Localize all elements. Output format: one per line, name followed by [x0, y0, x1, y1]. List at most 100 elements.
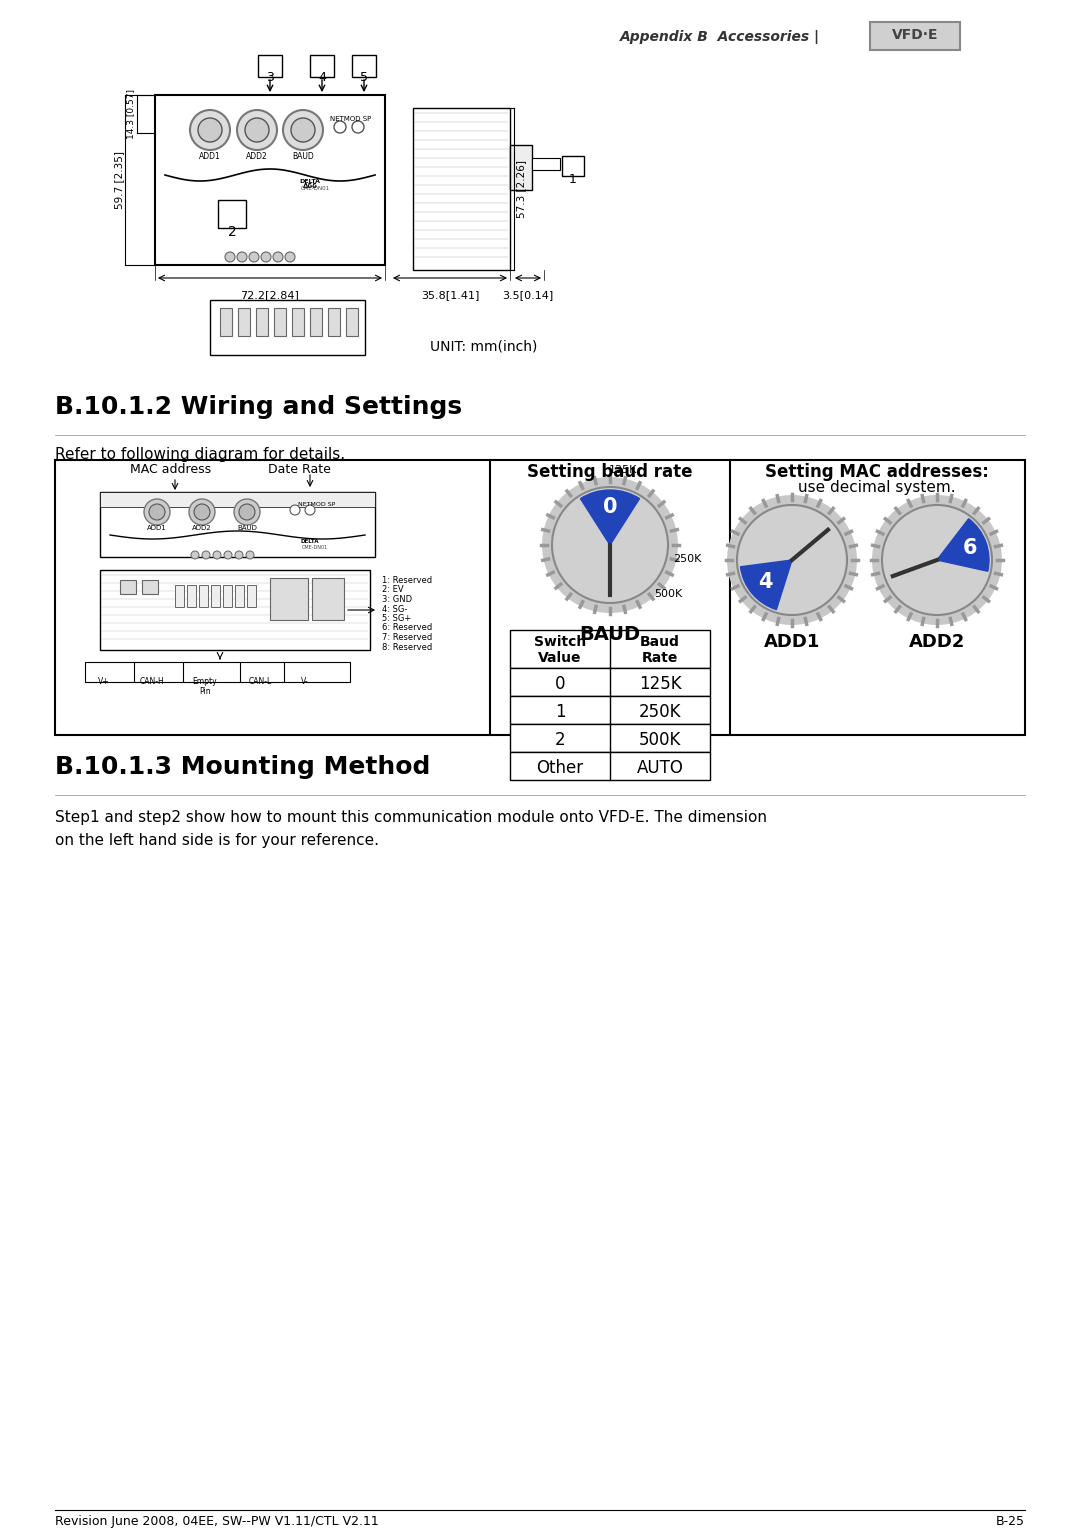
Circle shape	[191, 551, 199, 558]
Circle shape	[237, 110, 276, 150]
Text: 8: Reserved: 8: Reserved	[382, 643, 432, 652]
Circle shape	[727, 495, 858, 624]
Text: Appendix B  Accessories |: Appendix B Accessories |	[620, 31, 820, 44]
Bar	[510, 146, 532, 190]
Text: 1: 1	[569, 173, 577, 186]
Text: CME-DN01: CME-DN01	[300, 186, 329, 192]
Bar	[120, 580, 136, 594]
Circle shape	[261, 252, 271, 262]
Text: NETMOD SP: NETMOD SP	[330, 117, 372, 123]
Circle shape	[239, 505, 255, 520]
Bar	[220, 308, 232, 336]
Bar	[238, 308, 249, 336]
Bar	[352, 55, 376, 77]
Text: 500K: 500K	[638, 732, 681, 749]
Bar	[270, 578, 308, 620]
Text: CME-DN01: CME-DN01	[302, 545, 328, 551]
Bar	[55, 460, 1025, 735]
Bar	[510, 667, 710, 696]
Circle shape	[189, 499, 215, 525]
Circle shape	[273, 252, 283, 262]
Bar	[256, 308, 268, 336]
Text: use decimal system.: use decimal system.	[798, 480, 956, 495]
Text: ADD2: ADD2	[908, 634, 966, 650]
Text: BAUD: BAUD	[238, 525, 257, 531]
Circle shape	[190, 110, 230, 150]
Bar	[312, 578, 345, 620]
Text: 72.2[2.84]: 72.2[2.84]	[241, 290, 299, 301]
Bar	[156, 95, 384, 265]
Circle shape	[235, 551, 243, 558]
Text: 125K: 125K	[609, 465, 637, 476]
Text: ADD1: ADD1	[764, 634, 820, 650]
Circle shape	[202, 551, 210, 558]
Bar	[100, 571, 370, 650]
Text: 5: SG+: 5: SG+	[382, 614, 411, 623]
Circle shape	[224, 551, 232, 558]
Circle shape	[334, 121, 346, 133]
Circle shape	[225, 252, 235, 262]
Text: ADD1: ADD1	[147, 525, 167, 531]
Text: ADD2: ADD2	[246, 152, 268, 161]
Text: 4: 4	[319, 71, 326, 84]
Circle shape	[237, 252, 247, 262]
Circle shape	[872, 495, 1002, 624]
Text: 2: EV: 2: EV	[382, 586, 404, 595]
Bar	[532, 158, 561, 170]
Text: 6: 6	[962, 538, 977, 558]
Bar	[100, 492, 375, 557]
Text: Δδδ: Δδδ	[302, 183, 318, 189]
Circle shape	[291, 505, 300, 515]
Text: UNIT: mm(inch): UNIT: mm(inch)	[430, 341, 538, 354]
Text: Step1 and step2 show how to mount this communication module onto VFD-E. The dime: Step1 and step2 show how to mount this c…	[55, 810, 767, 825]
Circle shape	[234, 499, 260, 525]
Bar	[510, 724, 710, 752]
Text: B.10.1.2 Wiring and Settings: B.10.1.2 Wiring and Settings	[55, 394, 462, 419]
Text: 3: GND: 3: GND	[382, 595, 413, 604]
Text: on the left hand side is for your reference.: on the left hand side is for your refere…	[55, 833, 379, 848]
Wedge shape	[580, 489, 639, 545]
Text: 250K: 250K	[673, 554, 701, 563]
Text: 14.3 [0.57]: 14.3 [0.57]	[126, 89, 135, 140]
Text: DELTA: DELTA	[299, 179, 321, 184]
Text: V+: V+	[98, 676, 110, 686]
Bar	[328, 308, 340, 336]
Bar	[292, 308, 303, 336]
Bar	[510, 752, 710, 779]
Wedge shape	[937, 518, 989, 571]
Text: 0: 0	[555, 675, 565, 693]
Bar	[510, 630, 710, 667]
Text: BAUD: BAUD	[580, 624, 640, 644]
Bar	[258, 55, 282, 77]
Bar	[199, 584, 208, 607]
Text: Other: Other	[537, 759, 583, 778]
Text: 4: 4	[758, 572, 772, 592]
Bar	[175, 584, 184, 607]
Circle shape	[737, 505, 847, 615]
Circle shape	[194, 505, 210, 520]
Text: CAN-L: CAN-L	[248, 676, 272, 686]
Text: B-25: B-25	[996, 1516, 1025, 1528]
Bar	[218, 199, 246, 229]
Circle shape	[246, 551, 254, 558]
Text: 250K: 250K	[638, 703, 681, 721]
Wedge shape	[741, 560, 792, 609]
Text: Setting baud rate: Setting baud rate	[527, 463, 692, 482]
Text: Baud
Rate: Baud Rate	[640, 635, 680, 666]
Circle shape	[285, 252, 295, 262]
Text: AUTO: AUTO	[636, 759, 684, 778]
Bar	[222, 584, 232, 607]
Text: 57.3 [2.26]: 57.3 [2.26]	[516, 160, 526, 218]
Circle shape	[149, 505, 165, 520]
Bar	[211, 584, 220, 607]
Text: Switch
Value: Switch Value	[534, 635, 586, 666]
Bar	[310, 55, 334, 77]
Bar	[310, 308, 322, 336]
Circle shape	[305, 505, 315, 515]
Circle shape	[198, 118, 222, 143]
Circle shape	[144, 499, 170, 525]
Circle shape	[552, 486, 669, 603]
Bar	[247, 584, 256, 607]
Text: Empty
Pin: Empty Pin	[192, 676, 217, 696]
Circle shape	[882, 505, 993, 615]
